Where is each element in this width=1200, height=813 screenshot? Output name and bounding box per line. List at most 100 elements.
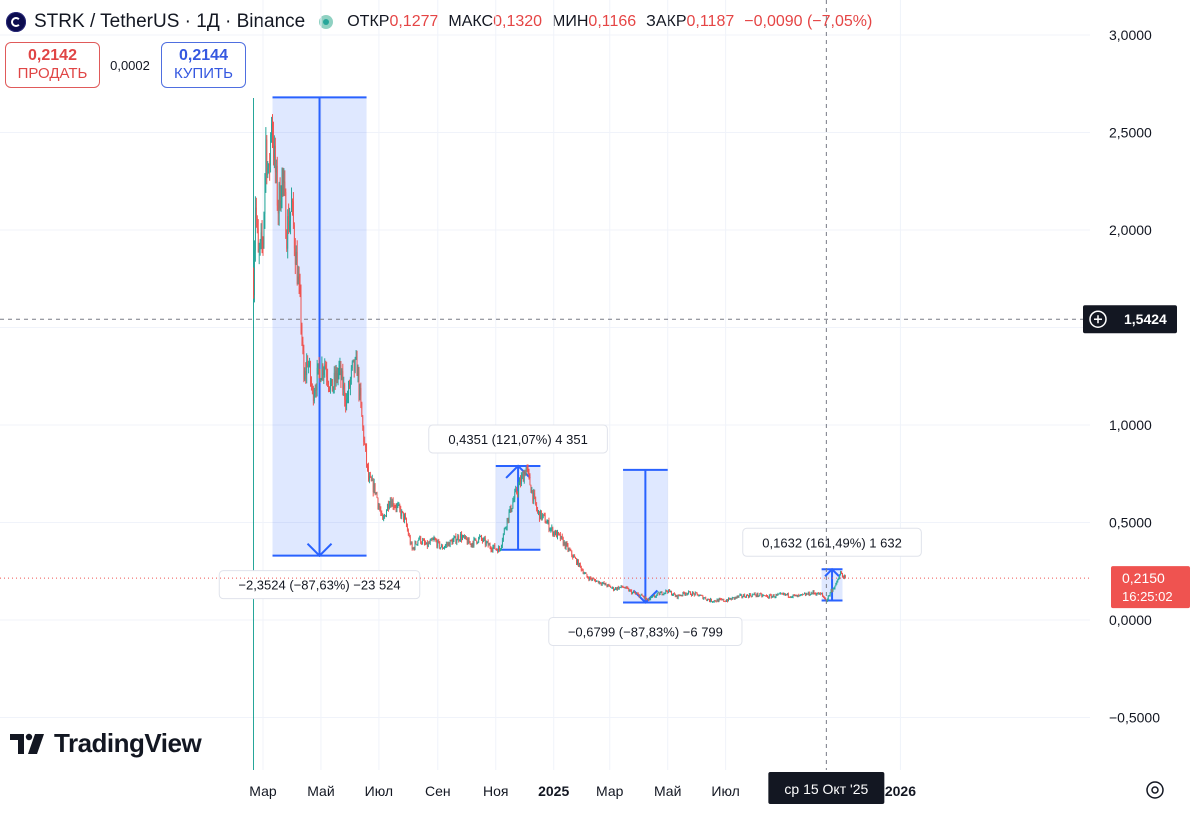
- add-alert-plus-icon[interactable]: [1089, 310, 1107, 328]
- tradingview-logo[interactable]: TradingView: [8, 728, 202, 759]
- candle-body: [735, 596, 737, 598]
- chart-settings-gear-icon[interactable]: [1146, 781, 1164, 799]
- candle-body: [445, 545, 446, 548]
- candle-body: [689, 591, 690, 593]
- candle-body: [611, 587, 613, 589]
- candle-body: [393, 506, 395, 508]
- candle-body: [349, 382, 350, 388]
- candle-body: [311, 380, 312, 387]
- candle-body: [799, 594, 801, 596]
- low-label: МИН: [552, 13, 589, 30]
- candle-body: [408, 535, 410, 537]
- candle-body: [374, 483, 376, 494]
- candle-body: [385, 515, 386, 517]
- candle-body: [356, 356, 358, 376]
- candle-body: [750, 595, 752, 597]
- sell-button[interactable]: 0,2142 ПРОДАТЬ: [5, 42, 100, 88]
- candle-body: [777, 594, 779, 595]
- candle-body: [520, 479, 521, 485]
- candle-body: [287, 216, 289, 249]
- candle-body: [458, 536, 460, 541]
- candle-body: [559, 533, 560, 535]
- candle-body: [645, 596, 647, 600]
- candle-body: [599, 581, 601, 584]
- candle-body: [654, 595, 655, 597]
- candle-body: [535, 496, 537, 505]
- candle-body: [774, 596, 776, 598]
- candle-body: [455, 536, 457, 543]
- crosshair-price-tag-bg: [1083, 305, 1177, 334]
- candle-body: [575, 557, 576, 559]
- candle-body: [583, 573, 585, 575]
- candle-body: [325, 364, 327, 370]
- candle-body: [517, 493, 518, 494]
- candle-body: [381, 513, 383, 514]
- candle-body: [745, 596, 746, 598]
- candle-body: [523, 472, 525, 482]
- market-status-icon: [319, 15, 334, 29]
- measurement-label[interactable]: 0,1632 (161,49%) 1 632: [742, 527, 922, 557]
- candle-body: [548, 520, 550, 531]
- candle-body: [482, 539, 483, 542]
- candle-body: [320, 378, 322, 383]
- measurement-label[interactable]: 0,4351 (121,07%) 4 351: [428, 424, 608, 454]
- y-tick-label: 0,5000: [1109, 515, 1152, 531]
- candle-body: [623, 587, 625, 588]
- candle-body: [422, 540, 423, 544]
- candles: [253, 114, 846, 603]
- candle-body: [625, 586, 627, 589]
- candle-body: [617, 587, 619, 590]
- candle-body: [607, 584, 609, 587]
- symbol-title[interactable]: STRK / TetherUS · 1Д · Binance: [34, 11, 306, 32]
- candle-body: [347, 397, 348, 399]
- candle-body: [833, 588, 835, 590]
- candle-body: [485, 541, 487, 545]
- candle-body: [768, 594, 770, 598]
- candle-body: [387, 504, 388, 511]
- candle-body: [840, 572, 841, 576]
- candle-body: [504, 528, 506, 529]
- candle-body: [441, 545, 442, 548]
- candle-body: [484, 538, 486, 545]
- candle-body: [670, 591, 671, 593]
- candle-body: [554, 531, 556, 536]
- candle-body: [343, 384, 345, 390]
- candle-body: [569, 548, 571, 551]
- candle-body: [809, 594, 811, 596]
- candle-body: [630, 590, 632, 591]
- buy-button[interactable]: 0,2144 КУПИТЬ: [161, 42, 246, 88]
- candle-body: [578, 559, 579, 567]
- measurement-label[interactable]: −0,6799 (−87,83%) −6 799: [548, 616, 743, 646]
- candle-body: [839, 575, 841, 579]
- candle-body: [606, 585, 608, 587]
- candle-body: [704, 597, 706, 599]
- candle-body: [477, 542, 479, 544]
- candle-body: [321, 365, 323, 379]
- change-value: −0,0090 (−7,05%): [744, 13, 873, 30]
- candle-body: [513, 498, 515, 502]
- candle-body: [459, 540, 461, 541]
- candle-body: [450, 540, 452, 541]
- candle-body: [828, 595, 830, 597]
- last-price-tag-bg: [1111, 566, 1190, 609]
- candle-body: [290, 211, 291, 221]
- candle-body: [822, 593, 823, 596]
- candle-body: [722, 599, 724, 600]
- measurement-label[interactable]: −2,3524 (−87,63%) −23 524: [218, 570, 421, 600]
- candle-body: [651, 597, 652, 598]
- candle-body: [377, 497, 379, 507]
- measurement-tools: [272, 96, 843, 604]
- candle-body: [823, 595, 824, 598]
- candle-body: [792, 594, 794, 597]
- candle-body: [296, 251, 298, 285]
- candle-body: [255, 207, 257, 219]
- candle-body: [785, 594, 786, 595]
- candle-body: [601, 583, 603, 585]
- candle-body: [454, 536, 456, 538]
- y-tick-label: 0,0000: [1109, 612, 1152, 628]
- candle-body: [331, 378, 332, 383]
- candle-body: [521, 476, 522, 485]
- candle-body: [258, 248, 260, 253]
- measurement-arrow-head: [306, 542, 333, 558]
